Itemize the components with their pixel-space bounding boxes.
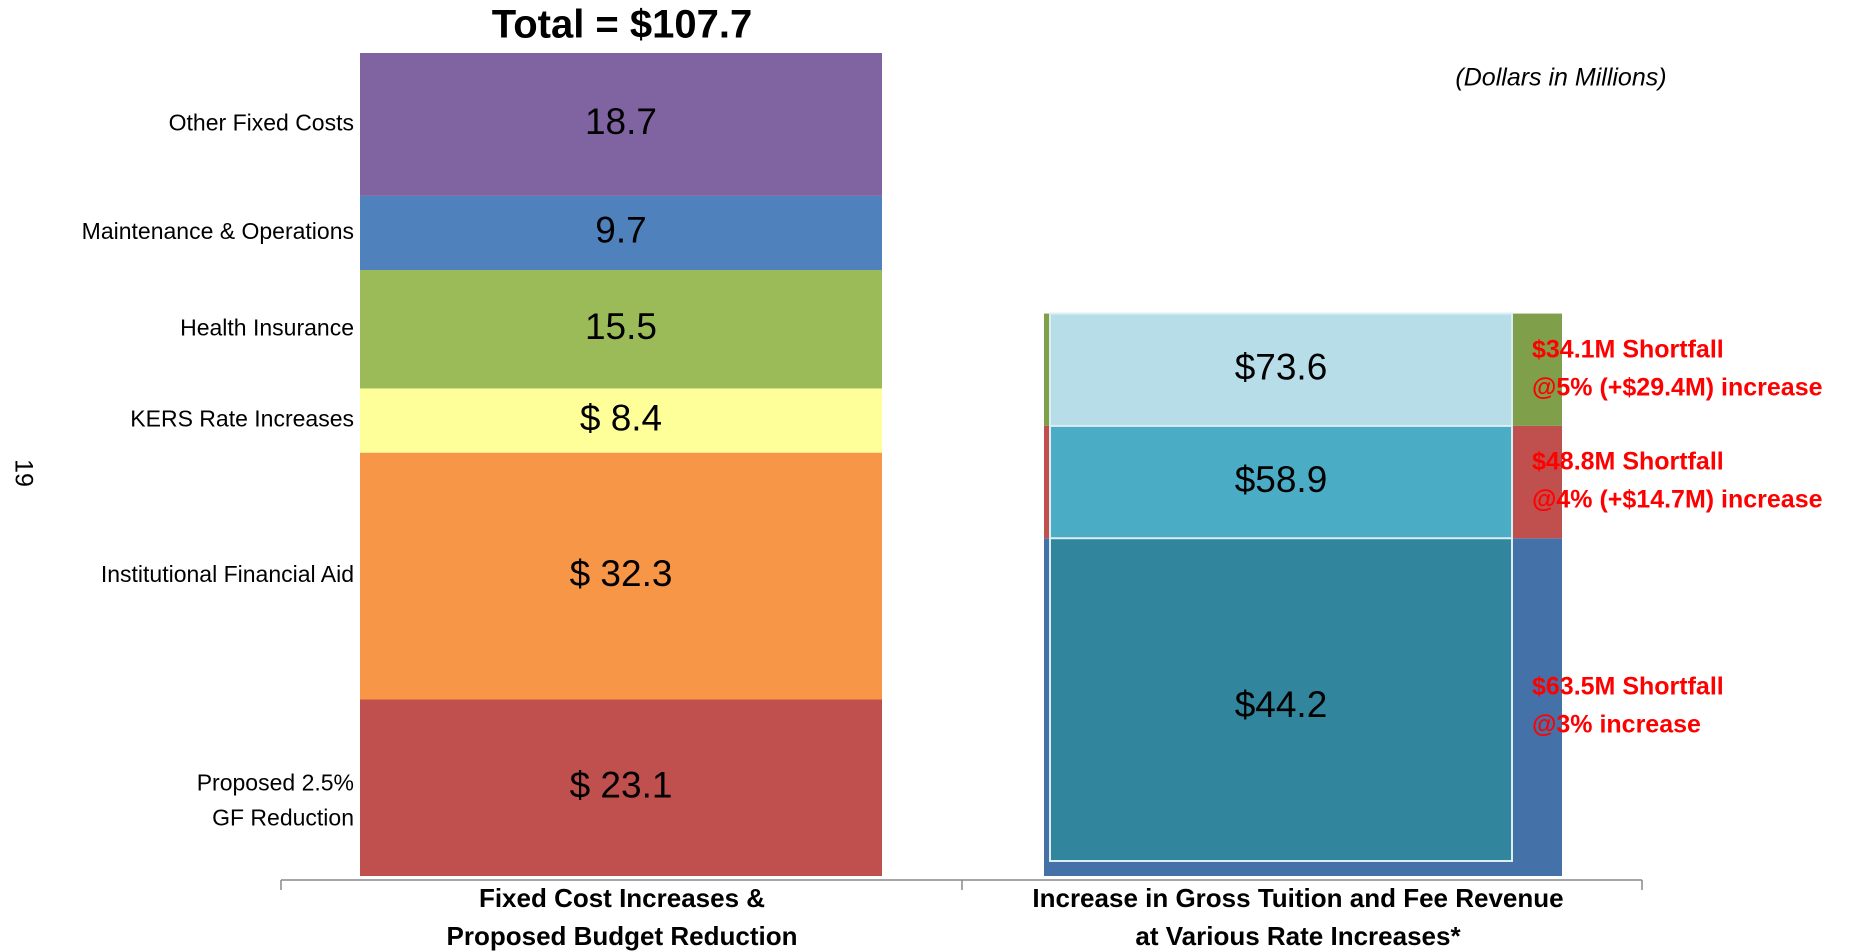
shortfall-annotation: @4% (+$14.7M) increase bbox=[1532, 486, 1823, 514]
segment-name: KERS Rate Increases bbox=[130, 406, 354, 432]
segment-name: Proposed 2.5% bbox=[197, 769, 354, 795]
segment bbox=[360, 53, 882, 196]
segment bbox=[360, 270, 882, 389]
shortfall-annotation: $63.5M Shortfall bbox=[1532, 673, 1724, 701]
segment bbox=[360, 452, 882, 700]
category-label: Fixed Cost Increases & bbox=[479, 883, 765, 913]
shortfall-annotation: @3% increase bbox=[1532, 711, 1701, 739]
category-label: Increase in Gross Tuition and Fee Revenu… bbox=[1032, 883, 1563, 913]
chart-title: Total = $107.7 bbox=[492, 3, 753, 47]
segment bbox=[360, 388, 882, 453]
revenue-value-label: $44.2 bbox=[1235, 684, 1328, 725]
segment bbox=[360, 699, 882, 876]
revenue-value-label: $73.6 bbox=[1235, 347, 1328, 388]
segment-name: Other Fixed Costs bbox=[169, 110, 354, 136]
segment-value-label: 18.7 bbox=[585, 101, 657, 142]
segment-value-label: 9.7 bbox=[595, 210, 646, 251]
segment-value-label: 15.5 bbox=[585, 306, 657, 347]
segment-name: Health Insurance bbox=[180, 314, 354, 340]
shortfall-annotation: @5% (+$29.4M) increase bbox=[1532, 373, 1823, 401]
category-label: Proposed Budget Reduction bbox=[447, 921, 798, 951]
segment-value-label: $ 32.3 bbox=[570, 553, 673, 594]
segment-name: GF Reduction bbox=[212, 804, 354, 830]
page-number: 19 bbox=[9, 459, 37, 487]
revenue-box bbox=[1049, 537, 1513, 862]
category-label: at Various Rate Increases* bbox=[1135, 921, 1461, 951]
segment bbox=[360, 195, 882, 271]
segment-value-label: $ 8.4 bbox=[580, 397, 662, 438]
segment-name: Maintenance & Operations bbox=[82, 218, 354, 244]
shortfall-annotation: $48.8M Shortfall bbox=[1532, 448, 1724, 476]
segment-value-label: $ 23.1 bbox=[570, 765, 673, 806]
note: (Dollars in Millions) bbox=[1455, 64, 1666, 92]
segment-name: Institutional Financial Aid bbox=[101, 561, 354, 587]
revenue-value-label: $58.9 bbox=[1235, 459, 1328, 500]
shortfall-annotation: $34.1M Shortfall bbox=[1532, 335, 1724, 363]
